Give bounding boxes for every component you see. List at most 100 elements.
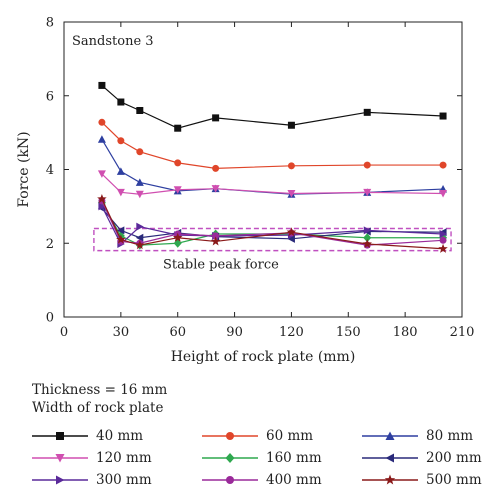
data-point <box>174 159 182 167</box>
legend-swatch <box>362 453 418 463</box>
legend-swatch-marker <box>384 474 396 485</box>
data-point <box>287 121 295 129</box>
legend-swatch <box>362 431 418 440</box>
plot-frame <box>63 21 463 318</box>
data-point <box>439 230 448 239</box>
stable-region-layer <box>93 227 452 252</box>
legend-label: 500 mm <box>426 472 482 488</box>
legend-entry: 500 mm <box>360 471 494 489</box>
data-point <box>363 108 371 116</box>
y-tick-label: 6 <box>46 89 54 104</box>
data-point <box>97 135 106 143</box>
data-point <box>135 190 144 199</box>
legend-swatch <box>362 474 418 485</box>
legend-entry: 40 mm <box>30 427 180 445</box>
legend-label: 60 mm <box>266 428 314 444</box>
legend-label: 80 mm <box>426 428 474 444</box>
data-point <box>363 233 372 243</box>
data-point <box>116 234 126 244</box>
legend-swatch <box>32 475 88 485</box>
data-point <box>135 240 145 250</box>
data-point <box>287 189 296 198</box>
data-point <box>212 232 220 240</box>
legend-swatch <box>202 432 258 440</box>
series-200-mm <box>97 204 447 243</box>
legend-entry: 60 mm <box>200 427 350 445</box>
data-point <box>117 98 125 106</box>
legend-swatch <box>32 454 88 463</box>
legend-label: 300 mm <box>96 472 152 488</box>
x-tick-label: 0 <box>60 325 68 340</box>
y-tick-label: 8 <box>46 16 54 31</box>
data-point <box>116 188 125 197</box>
data-point <box>98 118 106 126</box>
legend-label: 160 mm <box>266 450 322 466</box>
legend-swatch <box>32 432 88 440</box>
x-axis-title: Height of rock plate (mm) <box>171 349 356 365</box>
series-40-mm <box>98 81 447 132</box>
data-point <box>172 232 183 242</box>
data-point <box>116 167 125 175</box>
stable-region-box <box>93 227 452 252</box>
data-point <box>136 107 144 114</box>
legend-label: 40 mm <box>96 428 144 444</box>
data-point <box>439 161 447 169</box>
data-point <box>97 194 107 204</box>
series-400-mm <box>98 197 447 249</box>
y-tick-label: 4 <box>46 163 54 178</box>
data-point <box>98 202 106 211</box>
series-500-mm <box>97 194 448 253</box>
data-point <box>438 243 448 253</box>
legend-entry: 400 mm <box>200 471 350 489</box>
chart-annotation-title: Sandstone 3 <box>72 34 154 49</box>
legend-entry: 80 mm <box>360 427 494 445</box>
data-point <box>135 178 144 186</box>
data-point <box>98 81 106 89</box>
legend-swatch-marker <box>385 431 395 440</box>
x-tick-label: 30 <box>113 325 130 340</box>
legend-label: 120 mm <box>96 450 152 466</box>
data-point <box>287 162 295 170</box>
legend-swatch-marker <box>226 476 234 484</box>
data-point <box>116 226 125 235</box>
series-line <box>101 84 444 129</box>
legend-swatch-marker <box>56 432 64 440</box>
legend-swatch-marker <box>225 453 235 463</box>
legend-entry: 120 mm <box>30 449 180 467</box>
y-tick-label: 0 <box>46 311 54 326</box>
series-line <box>101 173 444 195</box>
y-axis-title: Force (kN) <box>16 131 32 207</box>
series-line <box>101 198 444 250</box>
data-point <box>174 124 182 132</box>
x-tick-label: 150 <box>336 325 361 340</box>
legend-width-heading: Width of rock plate <box>32 400 164 416</box>
x-tick-label: 60 <box>169 325 186 340</box>
series-60-mm <box>98 118 447 172</box>
legend-label: 400 mm <box>266 472 322 488</box>
series-120-mm <box>97 170 448 199</box>
legend-entry: 300 mm <box>30 471 180 489</box>
chart-frame-layer: 0 30 60 90 120 150 180 210 0 2 4 6 8 <box>46 16 475 341</box>
legend: Thickness = 16 mm Width of rock plate 40… <box>30 380 490 498</box>
series-160-mm <box>97 198 448 250</box>
legend-swatch-marker <box>226 432 234 440</box>
x-tick-label: 90 <box>226 325 243 340</box>
data-point <box>362 238 372 249</box>
legend-entry: 200 mm <box>360 449 494 467</box>
legend-thickness-note: Thickness = 16 mm <box>32 382 168 398</box>
legend-swatch <box>202 453 258 463</box>
legend-label: 200 mm <box>426 450 482 466</box>
stable-region-label: Stable peak force <box>163 258 279 273</box>
x-tick-label: 210 <box>450 325 475 340</box>
series-line <box>101 202 444 246</box>
data-point <box>210 236 221 246</box>
data-point <box>363 226 372 235</box>
x-tick-label: 180 <box>393 325 418 340</box>
legend-swatch-marker <box>56 475 65 485</box>
data-point <box>212 164 220 172</box>
data-point <box>363 188 372 197</box>
series-line <box>101 121 444 169</box>
data-point <box>439 112 447 120</box>
force-chart: 0 30 60 90 120 150 180 210 0 2 4 6 8 Sandstone 3 Sta… <box>16 16 475 366</box>
data-point <box>287 234 295 243</box>
